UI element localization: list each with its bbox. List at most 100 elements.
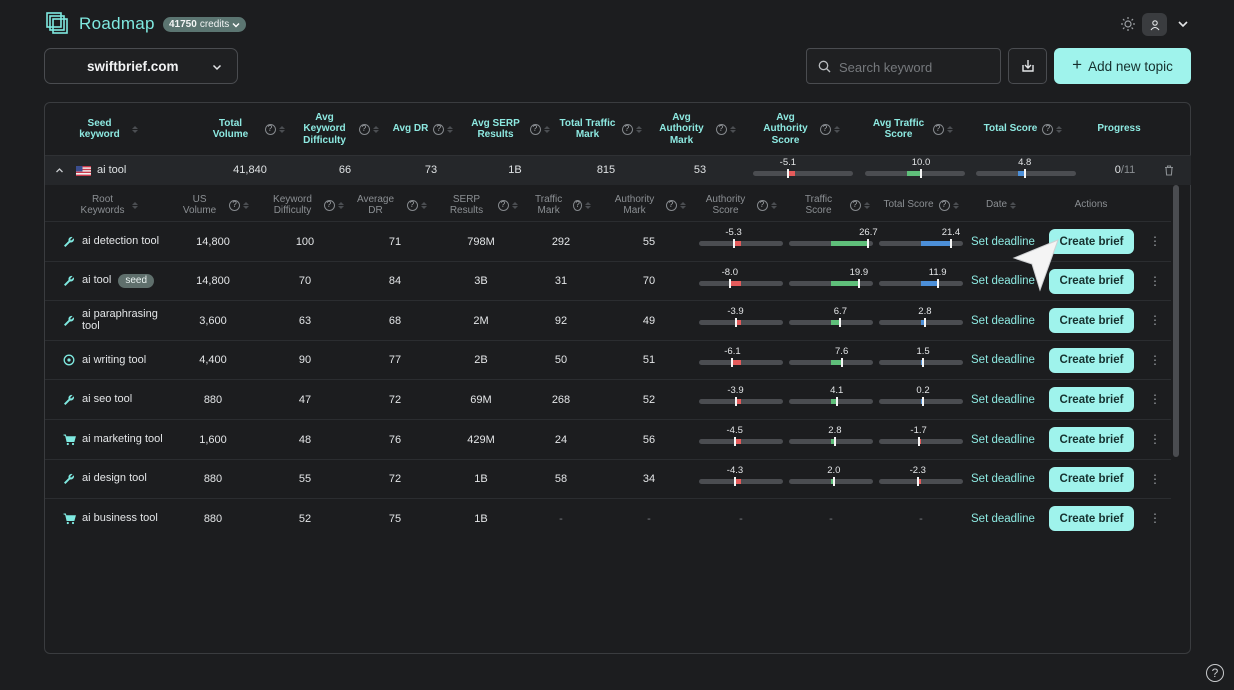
table-row[interactable]: ai business tool 880 52 75 1B - - - - - Set deadli… [45,498,1171,538]
help-icon[interactable]: ? [715,123,727,135]
trash-icon[interactable] [1164,165,1174,176]
create-brief-button[interactable]: Create brief [1049,268,1134,294]
help-icon[interactable]: ? [264,123,276,135]
sort-icon[interactable] [729,125,736,133]
sort-icon[interactable] [770,201,777,209]
help-icon[interactable]: ? [529,123,541,135]
add-new-topic-button[interactable]: + Add new topic [1054,48,1191,84]
more-options-icon[interactable]: ⋮ [1149,471,1161,486]
help-icon[interactable]: ? [406,199,418,211]
column-header[interactable]: Avg Keyword Difficulty? [291,103,383,155]
sort-icon[interactable] [337,201,344,209]
more-options-icon[interactable]: ⋮ [1149,392,1161,407]
help-icon[interactable]: ? [573,199,582,211]
help-icon[interactable]: ? [1042,123,1054,135]
root-keyword-cell[interactable]: ai detection tool [63,222,188,261]
sort-icon[interactable] [1056,125,1063,133]
help-icon[interactable]: ? [358,123,370,135]
set-deadline-link[interactable]: Set deadline [971,235,1035,248]
table-row[interactable]: ai writing tool 4,400 90 77 2B 50 51 -6.1 7.6 1.5… [45,339,1171,380]
download-button[interactable] [1008,48,1047,84]
table-row[interactable]: ai paraphrasing tool 3,600 63 68 2M 92 49 -3.9 6… [45,300,1171,340]
sub-column-header[interactable]: Root Keywords [63,187,151,223]
credits-badge[interactable]: 41750 credits [163,17,247,32]
sort-icon[interactable] [952,201,959,209]
table-row[interactable]: ai marketing tool 1,600 48 76 429M 24 56 -4.5 2.… [45,419,1171,459]
create-brief-button[interactable]: Create brief [1049,347,1134,373]
sort-icon[interactable] [946,125,953,133]
create-brief-button[interactable]: Create brief [1049,427,1134,452]
root-keyword-cell[interactable]: ai paraphrasing tool [63,301,188,340]
column-header[interactable]: Avg Authority Score? [741,103,855,155]
table-row[interactable]: ai seo tool 880 47 72 69M 268 52 -3.9 4.1 0.2 Set … [45,379,1171,419]
sort-icon[interactable] [585,201,591,209]
sub-column-header[interactable]: Authority Mark? [601,187,693,223]
table-row[interactable]: ai tool seed 14,800 70 84 3B 31 70 -8.0 19.9 11.9 S… [45,260,1171,301]
set-deadline-link[interactable]: Set deadline [971,433,1035,446]
help-icon[interactable]: ? [497,199,509,211]
create-brief-button[interactable]: Create brief [1049,229,1134,254]
sun-icon[interactable] [1120,16,1136,32]
sort-icon[interactable] [863,201,870,209]
create-brief-button[interactable]: Create brief [1049,387,1134,413]
more-options-icon[interactable]: ⋮ [1149,432,1161,446]
seed-group-row[interactable]: ai tool 41,840 66 73 1B 815 53 -5.1 10.0 4… [45,155,1191,185]
sub-column-header[interactable]: Authority Score? [693,187,783,223]
help-icon[interactable]: ? [938,199,950,211]
sub-column-header[interactable]: Date [971,187,1031,223]
help-icon[interactable]: ? [932,123,944,135]
help-icon[interactable]: ? [433,123,445,135]
table-scrollbar[interactable] [1173,185,1179,457]
sort-icon[interactable] [131,201,138,209]
set-deadline-link[interactable]: Set deadline [971,393,1035,406]
column-header[interactable]: Avg Traffic Score? [855,103,967,155]
sub-column-header[interactable]: Average DR? [349,187,427,223]
sub-column-header[interactable]: SERP Results? [437,187,521,223]
set-deadline-link[interactable]: Set deadline [971,314,1035,327]
table-row[interactable]: ai detection tool 14,800 100 71 798M 292 55 -5.… [45,221,1171,261]
help-icon[interactable]: ? [229,199,240,211]
sort-icon[interactable] [131,125,138,133]
search-input[interactable] [839,57,994,77]
sort-icon[interactable] [243,201,249,209]
domain-select[interactable]: swiftbrief.com [44,48,238,84]
column-header[interactable]: Progress [1079,103,1159,155]
root-keyword-cell[interactable]: ai business tool [63,499,188,538]
table-row[interactable]: ai design tool 880 55 72 1B 58 34 -4.3 2.0 -2.3 Se… [45,458,1171,499]
column-header[interactable]: Avg DR? [383,103,463,155]
sort-icon[interactable] [278,125,285,133]
column-header[interactable]: Total Traffic Mark? [553,103,647,155]
set-deadline-link[interactable]: Set deadline [971,512,1035,525]
chevron-down-icon[interactable] [1177,18,1189,30]
sub-column-header[interactable]: Total Score? [879,187,963,223]
root-keyword-cell[interactable]: ai writing tool [63,341,188,380]
more-options-icon[interactable]: ⋮ [1149,234,1161,248]
sub-column-header[interactable]: Traffic Mark? [529,187,591,223]
create-brief-button[interactable]: Create brief [1049,466,1134,492]
sort-icon[interactable] [679,201,686,209]
set-deadline-link[interactable]: Set deadline [971,473,1035,486]
sort-icon[interactable] [635,125,642,133]
more-options-icon[interactable]: ⋮ [1149,511,1161,526]
help-icon[interactable]: ? [756,199,768,211]
column-header[interactable]: Total Volume? [195,103,291,155]
help-icon[interactable]: ? [621,123,633,135]
set-deadline-link[interactable]: Set deadline [971,354,1035,367]
column-header[interactable]: Seed keyword [45,103,163,155]
create-brief-button[interactable]: Create brief [1049,506,1134,532]
column-header[interactable]: Total Score? [967,103,1079,155]
sort-icon[interactable] [372,125,379,133]
root-keyword-cell[interactable]: ai design tool [63,460,188,499]
help-icon[interactable]: ? [849,199,861,211]
sort-icon[interactable] [511,201,518,209]
root-keyword-cell[interactable]: ai tool seed [63,262,188,301]
column-header[interactable]: Avg Authority Mark? [647,103,741,155]
help-icon[interactable]: ? [323,199,335,211]
sort-icon[interactable] [833,125,840,133]
sort-icon[interactable] [543,125,550,133]
sort-icon[interactable] [420,201,427,209]
chevron-up-icon[interactable] [55,166,64,175]
help-icon[interactable]: ? [1206,664,1224,682]
sort-icon[interactable] [447,125,454,133]
sub-column-header[interactable]: Actions [1051,187,1131,223]
